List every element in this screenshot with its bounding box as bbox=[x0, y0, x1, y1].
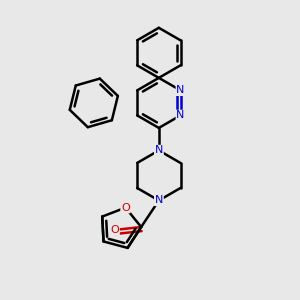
Text: O: O bbox=[121, 202, 130, 213]
Text: N: N bbox=[176, 85, 185, 95]
Text: N: N bbox=[154, 146, 163, 155]
Text: O: O bbox=[121, 202, 130, 213]
Text: N: N bbox=[176, 110, 185, 120]
Text: N: N bbox=[154, 146, 163, 155]
Text: N: N bbox=[176, 110, 185, 120]
Text: N: N bbox=[154, 196, 163, 206]
Text: O: O bbox=[110, 225, 119, 235]
Text: N: N bbox=[176, 85, 185, 95]
Text: O: O bbox=[110, 225, 119, 235]
Text: N: N bbox=[154, 196, 163, 206]
